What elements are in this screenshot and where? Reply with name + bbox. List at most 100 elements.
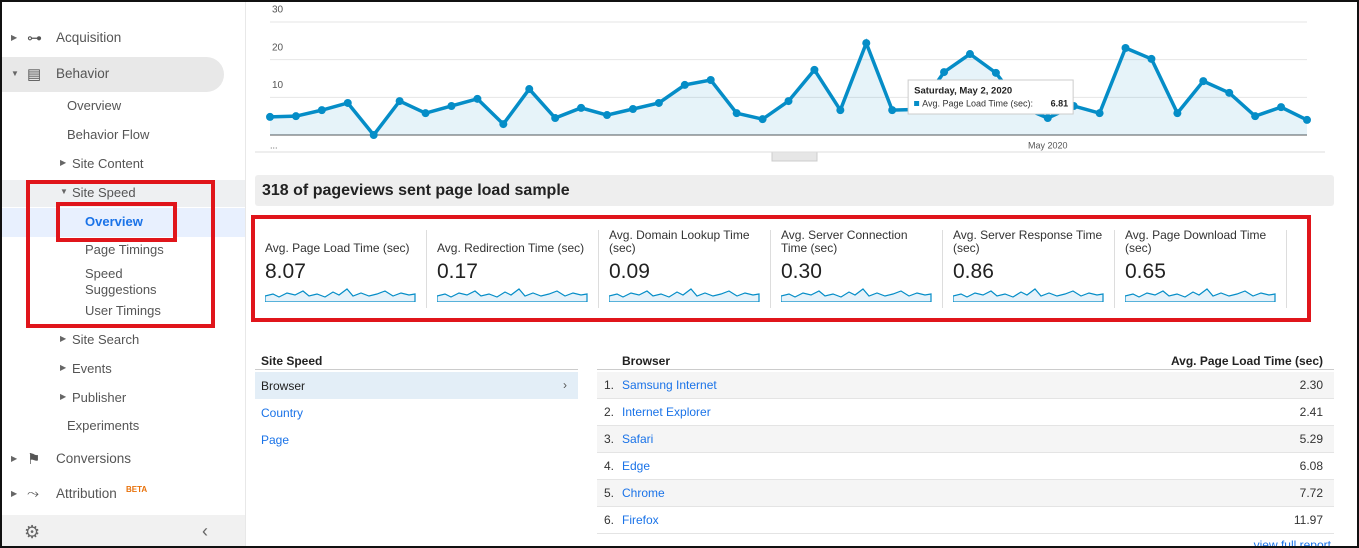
sidebar-footer <box>2 515 245 546</box>
point <box>343 98 352 107</box>
expand-icon: ▼ <box>11 69 19 78</box>
section-title: 318 of pageviews sent page load sample <box>262 182 570 199</box>
browser-name[interactable]: Chrome <box>622 486 665 500</box>
point <box>447 101 456 110</box>
point <box>266 112 274 121</box>
point <box>577 103 586 112</box>
nav-item[interactable]: Speed Suggestions <box>85 266 157 297</box>
browser-name[interactable]: Samsung Internet <box>622 378 717 392</box>
nav-item[interactable]: Site Search <box>72 332 140 347</box>
highlight-box <box>56 202 177 242</box>
y-tick-label: 30 <box>272 5 284 16</box>
expand-icon: ▶ <box>11 454 18 463</box>
point <box>965 50 974 59</box>
nav-icon: ⚑ <box>27 451 41 468</box>
point <box>1121 43 1130 52</box>
point <box>603 111 612 120</box>
nav-item[interactable]: Overview <box>67 98 122 113</box>
settings-icon[interactable]: ⚙ <box>24 522 41 542</box>
row-rank: 2. <box>604 405 615 419</box>
nav-item[interactable]: Behavior <box>56 66 110 81</box>
point <box>654 98 663 107</box>
metric-name: Avg. Server Response Time (sec) <box>953 228 1103 255</box>
row-value: 2.30 <box>1299 378 1323 392</box>
browser-name[interactable]: Edge <box>622 459 651 473</box>
expand-icon: ▶ <box>60 392 67 401</box>
nav-item[interactable]: Publisher <box>72 390 127 405</box>
footer-link[interactable]: view full report <box>1253 538 1331 548</box>
tooltip-value: 6.81 <box>1051 98 1069 108</box>
list-item[interactable]: Country <box>261 406 304 420</box>
table-row <box>597 507 1334 534</box>
nav-icon: ▤ <box>27 66 42 83</box>
metric-divider <box>598 230 599 308</box>
point <box>991 68 1000 77</box>
browser-name[interactable]: Internet Explorer <box>622 405 711 419</box>
metric-value: 0.65 <box>1125 260 1166 283</box>
row-value: 6.08 <box>1299 459 1323 473</box>
metric-name: Avg. Server Connection Time (sec) <box>781 228 908 255</box>
point <box>732 109 741 118</box>
sparkline-path <box>781 288 932 302</box>
table-row <box>597 453 1334 480</box>
point <box>1277 103 1286 112</box>
metric-name: Avg. Domain Lookup Time (sec) <box>609 228 750 255</box>
nav-item[interactable]: Acquisition <box>56 30 122 45</box>
point <box>888 106 897 115</box>
tooltip-swatch <box>914 101 920 106</box>
nav-item[interactable]: Attribution <box>56 486 117 501</box>
point <box>499 120 508 129</box>
expand-icon: ▶ <box>11 33 18 42</box>
sparkline-path <box>609 288 760 302</box>
row-value: 11.97 <box>1293 513 1323 527</box>
nav-selected <box>2 208 245 237</box>
point <box>680 80 689 89</box>
metric-divider <box>770 230 771 308</box>
nav-item[interactable]: Conversions <box>56 451 132 466</box>
table-row <box>597 399 1334 426</box>
expand-icon: ▶ <box>60 334 67 343</box>
nav-item[interactable]: Overview <box>85 214 143 229</box>
row-rank: 5. <box>604 486 615 500</box>
nav-item[interactable]: Site Content <box>72 156 144 171</box>
browser-name[interactable]: Safari <box>622 432 654 446</box>
point <box>784 97 793 106</box>
point <box>940 68 949 77</box>
list-item[interactable]: Page <box>261 433 290 447</box>
point <box>706 76 715 85</box>
nav-item[interactable]: Behavior Flow <box>67 127 150 142</box>
list-header: Site Speed <box>261 354 323 368</box>
nav-item[interactable]: Page Timings <box>85 242 164 257</box>
point <box>421 109 430 118</box>
point <box>473 94 482 103</box>
nav-item[interactable]: Experiments <box>67 418 140 433</box>
sparkline <box>781 288 932 302</box>
list-item[interactable]: Browser <box>261 379 306 393</box>
sparkline <box>265 288 416 302</box>
collapse-icon[interactable]: ‹ <box>202 521 208 541</box>
x-tick-label: ... <box>270 140 278 150</box>
table-row <box>597 480 1334 507</box>
nav-item[interactable]: Site Speed <box>72 185 136 200</box>
row-rank: 1. <box>604 378 615 392</box>
nav-item[interactable]: Events <box>72 361 112 376</box>
row-rank: 6. <box>604 513 615 527</box>
y-tick-label: 20 <box>272 42 284 53</box>
expand-icon: ▶ <box>60 158 67 167</box>
sparkline <box>437 288 588 302</box>
point <box>291 112 300 121</box>
table-header: Avg. Page Load Time (sec) <box>1170 354 1323 368</box>
table-row <box>597 372 1334 399</box>
browser-name[interactable]: Firefox <box>622 513 659 527</box>
expand-icon: ▶ <box>11 489 18 498</box>
point <box>551 114 560 123</box>
tooltip-title: Saturday, May 2, 2020 <box>914 86 1012 97</box>
nav-item[interactable]: User Timings <box>85 303 161 318</box>
sparkline <box>953 288 1104 302</box>
expand-icon: ▼ <box>60 187 68 196</box>
metric-value: 0.09 <box>609 260 650 283</box>
point <box>1147 54 1156 63</box>
metric-divider <box>1114 230 1115 308</box>
metric-divider <box>1286 230 1287 308</box>
